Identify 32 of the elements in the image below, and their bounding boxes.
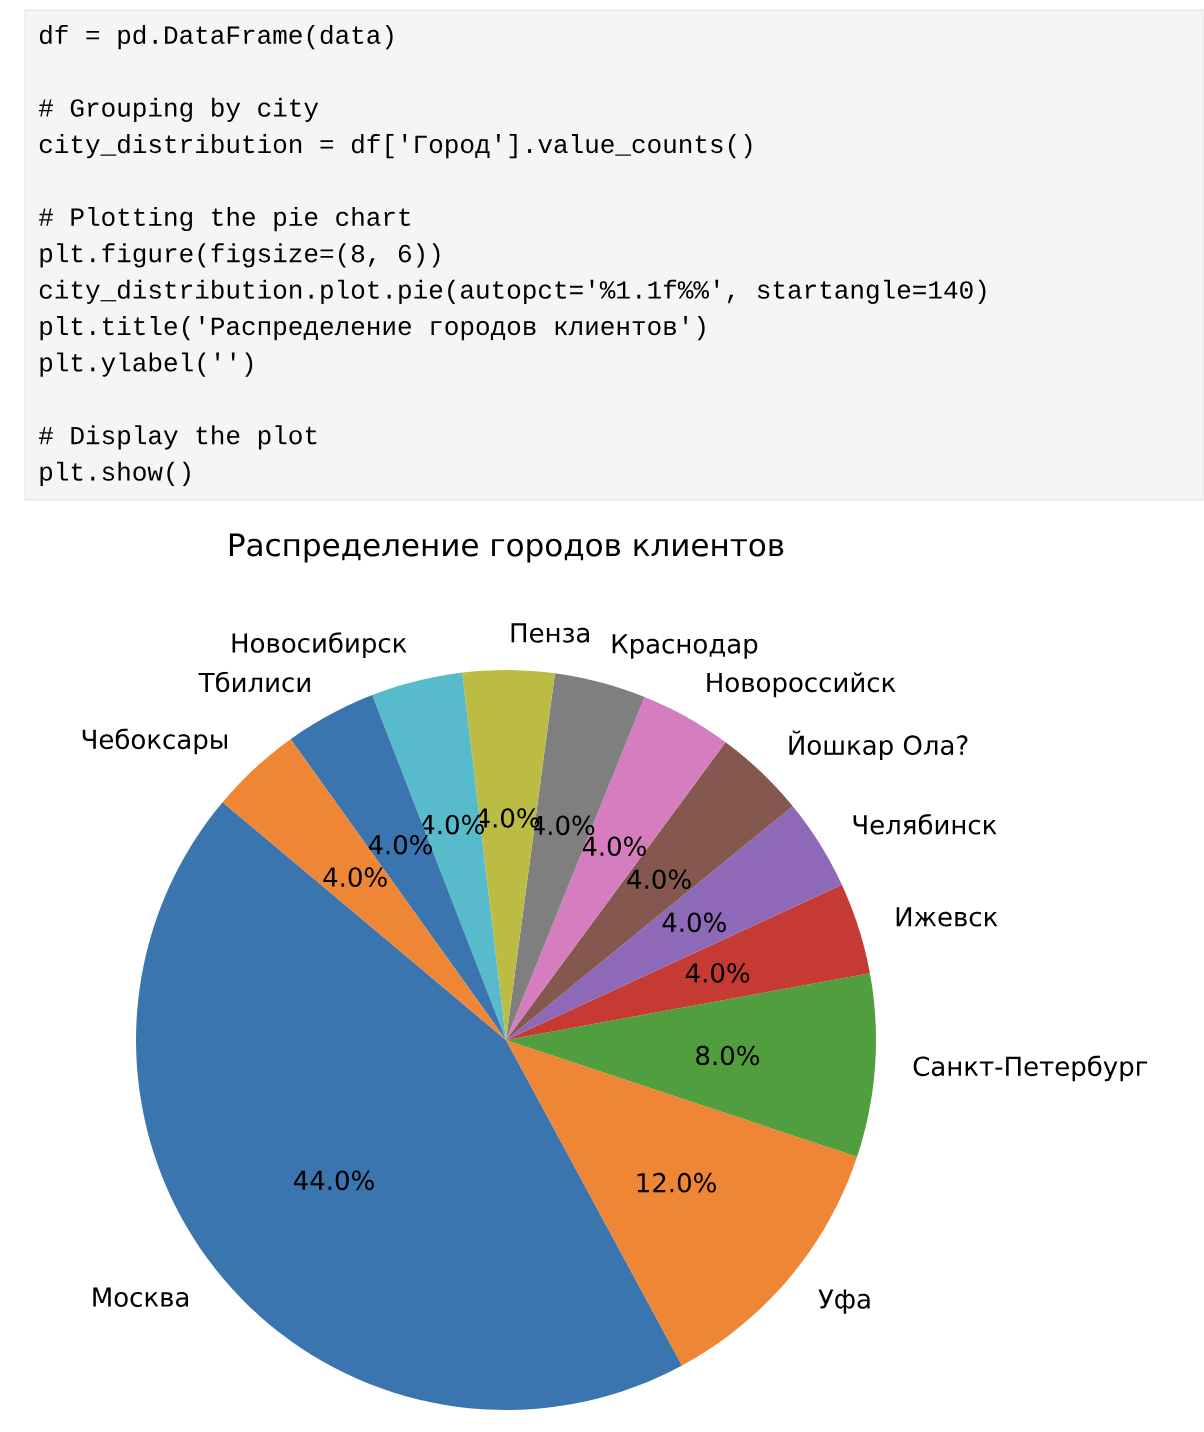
slice-label: Тбилиси — [198, 671, 310, 693]
text: df = pd.DataFrame(data) — [39, 24, 393, 50]
text: plt.show() — [40, 461, 190, 486]
text: city_distribution = df['Город'].value_counts() — [39, 134, 752, 159]
data-label: 4.0% — [685, 963, 750, 983]
data-label: 12.0% — [637, 1172, 716, 1193]
data-label: 4.0% — [662, 912, 726, 933]
text: # Plotting the pie chart — [38, 206, 410, 232]
slice-label: Москва — [93, 1287, 189, 1307]
data-label: 8.0% — [696, 1045, 760, 1066]
slice-label: Уфа — [818, 1289, 870, 1314]
data-label: 4.0% — [368, 834, 432, 855]
slice-label: Санкт-Петербург — [913, 1055, 1148, 1082]
data-label: 44.0% — [293, 1170, 374, 1191]
data-label: 4.0% — [582, 836, 646, 857]
data-label: 4.0% — [323, 867, 387, 887]
text: plt.figure(figsize=(8, 6)) — [40, 243, 440, 268]
slice-label: Новосибирск — [232, 632, 407, 658]
slice-label: Краснодар — [612, 634, 758, 659]
text: # Grouping by city — [38, 97, 319, 122]
text: city_distribution.plot.pie(autopct='%1.1f%%', startangle=140) — [39, 279, 986, 304]
slice-label: Пенза — [511, 623, 589, 643]
slice-label: Новороссийск — [707, 672, 896, 698]
slice-label: Йошкар Ола? — [789, 730, 968, 761]
text: plt.ylabel('') — [40, 352, 253, 377]
slice-label: Челябинск — [853, 814, 997, 835]
chart-title: Распределение городов клиентов — [229, 533, 784, 563]
text: plt.title('Распределение городов клиентов') — [40, 316, 705, 341]
slice-label: Ижевск — [896, 907, 998, 927]
text: # Display the plot — [38, 425, 317, 450]
data-label: 4.0% — [627, 869, 691, 890]
slice-label: Чебоксары — [82, 728, 227, 755]
